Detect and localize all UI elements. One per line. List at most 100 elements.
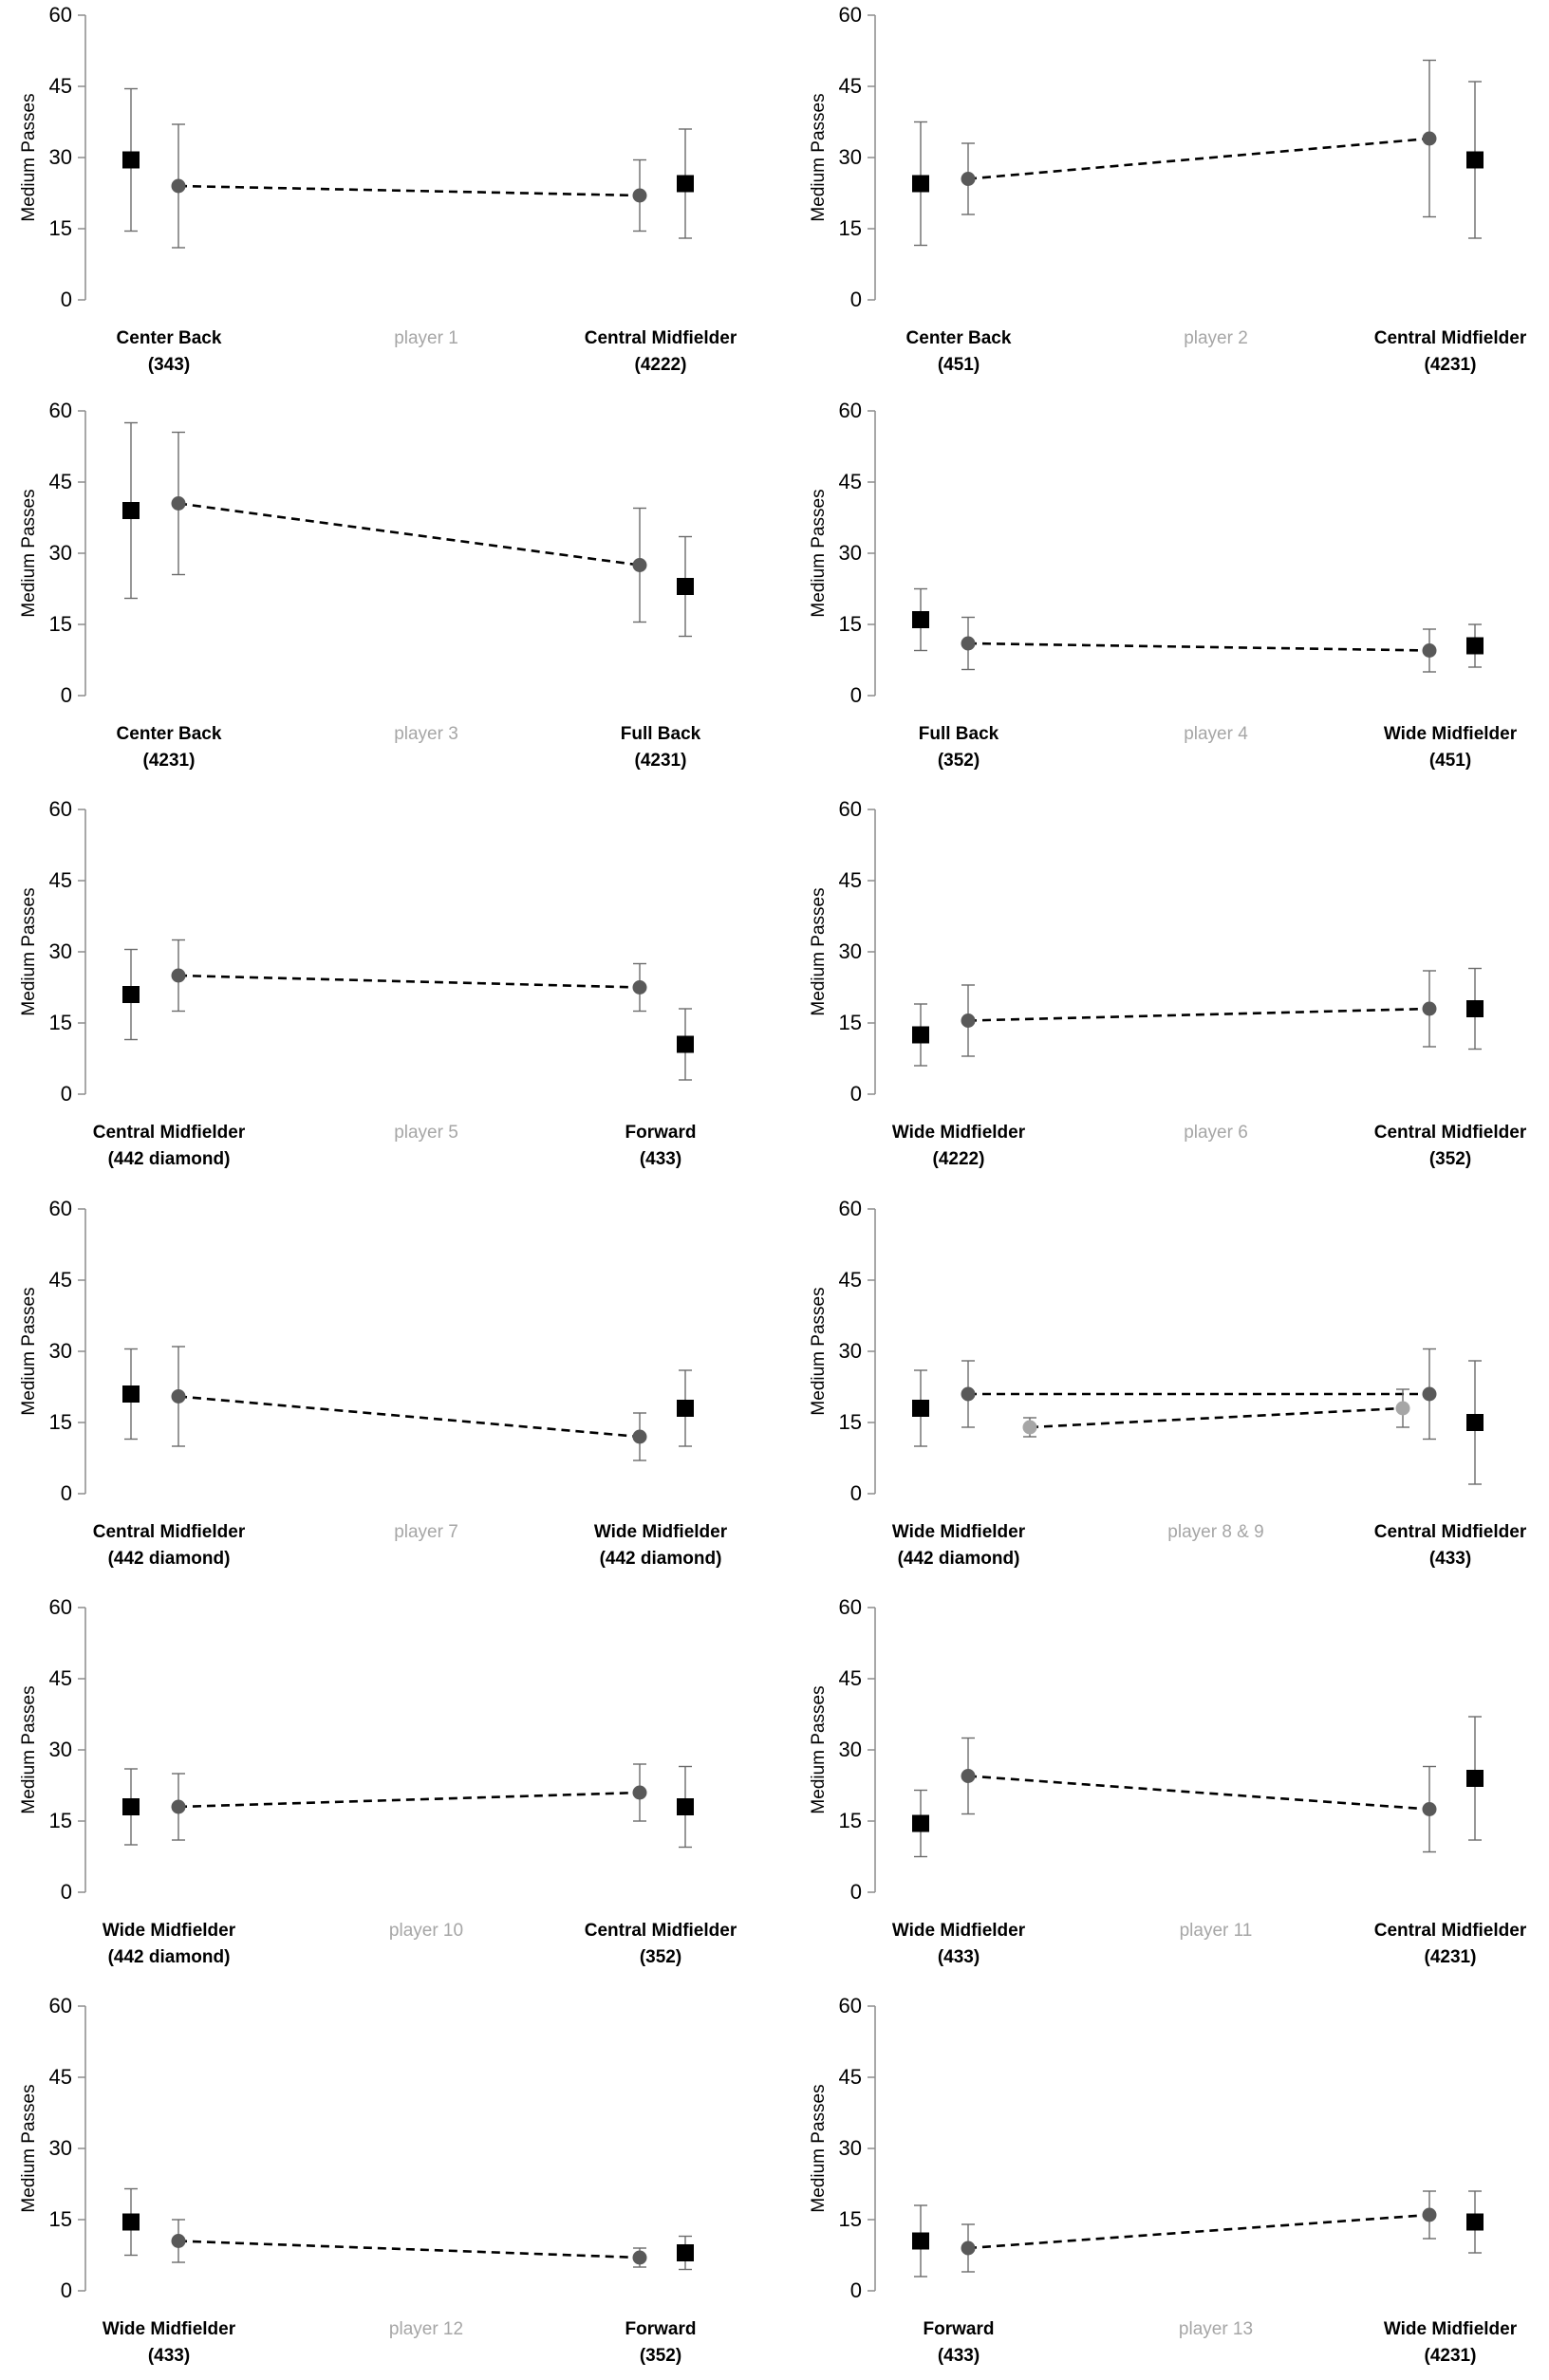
data-point-circle	[961, 636, 976, 651]
data-point-square	[122, 1385, 140, 1403]
data-point-square	[912, 1400, 929, 1417]
y-tick-label: 60	[839, 3, 862, 27]
player-label: player 6	[1184, 1123, 1248, 1143]
right_label-line2: (352)	[1429, 1149, 1471, 1169]
data-point-square	[677, 1035, 694, 1053]
data-point-circle	[1022, 1420, 1037, 1435]
y-tick-label: 0	[61, 1880, 72, 1904]
data-point-circle	[632, 188, 647, 203]
right_label-line2: (4231)	[635, 751, 687, 771]
data-point-square	[912, 2232, 929, 2250]
y-tick-label: 30	[839, 145, 862, 169]
data-point-circle	[171, 496, 186, 511]
player-label: player 2	[1184, 328, 1248, 348]
y-tick-label: 30	[49, 145, 72, 169]
panel-9: 0 15 30 45 60 Medium Passes Wide Midfielder (44…	[19, 1595, 737, 1967]
right_label-line1: Central Midfielder	[1374, 1522, 1527, 1542]
left_label-line1: Wide Midfielder	[892, 1921, 1026, 1941]
data-point-square	[1466, 1770, 1484, 1787]
data-point-circle	[632, 1785, 647, 1800]
panel-4: 0 15 30 45 60 Medium Passes Full Back (352) Wide…	[809, 399, 1518, 771]
y-tick-label: 0	[61, 1082, 72, 1106]
series-line-3	[1029, 1406, 1404, 1429]
player-label: player 4	[1184, 724, 1248, 744]
data-point-circle	[961, 1386, 976, 1402]
y-tick-label: 30	[49, 541, 72, 565]
player-label: player 3	[394, 724, 458, 744]
data-point-square	[912, 611, 929, 628]
y-axis-label: Medium Passes	[19, 1287, 39, 1415]
data-point-circle	[632, 1429, 647, 1444]
right_label-line1: Forward	[625, 1123, 697, 1143]
right_label-line2: (352)	[640, 1947, 681, 1967]
player-label: player 12	[389, 2319, 463, 2339]
left_label-line1: Wide Midfielder	[103, 2319, 236, 2339]
data-point-circle	[171, 1389, 186, 1404]
right_label-line1: Central Midfielder	[1374, 1921, 1527, 1941]
y-axis-label: Medium Passes	[19, 1685, 39, 1813]
series-line-2	[177, 502, 641, 567]
right_label-line2: (352)	[640, 2346, 681, 2366]
left_label-line1: Wide Midfielder	[103, 1921, 236, 1941]
y-tick-label: 0	[850, 288, 862, 311]
y-tick-label: 30	[49, 939, 72, 963]
right_label-line2: (4231)	[1425, 2346, 1477, 2366]
y-tick-label: 15	[49, 612, 72, 636]
left_label-line1: Forward	[924, 2319, 995, 2339]
series-line-2	[967, 2213, 1430, 2250]
data-point-circle	[1422, 1802, 1437, 1816]
y-tick-label: 30	[49, 1738, 72, 1761]
left_label-line1: Center Back	[117, 724, 222, 744]
right_label-line2: (4231)	[1425, 355, 1477, 375]
y-axis-label: Medium Passes	[809, 1287, 829, 1415]
y-tick-label: 45	[839, 74, 862, 98]
data-point-square	[912, 175, 929, 193]
y-tick-label: 45	[839, 470, 862, 493]
y-tick-label: 0	[850, 1082, 862, 1106]
left_label-line2: (4231)	[143, 751, 196, 771]
data-point-square	[1466, 151, 1484, 169]
y-tick-label: 15	[49, 2207, 72, 2231]
right_label-line1: Central Midfielder	[585, 1921, 737, 1941]
player-label: player 10	[389, 1921, 463, 1941]
left_label-line1: Wide Midfielder	[892, 1123, 1026, 1143]
right_label-line2: (4231)	[1425, 1947, 1477, 1967]
panel-7: 0 15 30 45 60 Medium Passes Central Midfielder…	[19, 1197, 728, 1569]
data-point-square	[122, 986, 140, 1003]
y-axis-label: Medium Passes	[809, 1685, 829, 1813]
panel-12: 0 15 30 45 60 Medium Passes Forward (433) Wide M…	[809, 1994, 1518, 2366]
right_label-line1: Wide Midfielder	[594, 1522, 728, 1542]
series-line-2	[967, 1775, 1430, 1811]
data-point-square	[122, 1798, 140, 1815]
y-tick-label: 45	[839, 1268, 862, 1292]
y-tick-label: 30	[839, 939, 862, 963]
right_label-line2: (451)	[1429, 751, 1471, 771]
data-point-circle	[1422, 131, 1437, 146]
y-tick-label: 15	[839, 1410, 862, 1434]
data-point-circle	[961, 1769, 976, 1783]
series-line-2	[177, 2240, 641, 2259]
right_label-line2: (433)	[1429, 1549, 1471, 1569]
left_label-line2: (442 diamond)	[898, 1549, 1020, 1569]
right_label-line1: Wide Midfielder	[1384, 2319, 1518, 2339]
y-tick-label: 45	[49, 470, 72, 493]
left_label-line2: (352)	[938, 751, 980, 771]
y-tick-label: 45	[839, 1666, 862, 1690]
data-point-square	[677, 1400, 694, 1417]
data-point-square	[1466, 1000, 1484, 1017]
y-tick-label: 15	[839, 1809, 862, 1832]
panel-2: 0 15 30 45 60 Medium Passes Center Back (451) Ce…	[809, 3, 1527, 375]
left_label-line1: Full Back	[919, 724, 999, 744]
right_label-line1: Central Midfielder	[585, 328, 737, 348]
y-tick-label: 15	[49, 1809, 72, 1832]
y-tick-label: 30	[839, 1339, 862, 1363]
data-point-square	[677, 175, 694, 193]
panel-8: 0 15 30 45 60 Medium Passes Wide Midfielder (44…	[809, 1197, 1527, 1569]
y-axis-label: Medium Passes	[809, 489, 829, 617]
y-tick-label: 60	[49, 1994, 72, 2017]
y-axis-label: Medium Passes	[19, 93, 39, 221]
data-point-square	[912, 1814, 929, 1832]
data-point-circle	[1422, 1001, 1437, 1016]
data-point-square	[122, 2213, 140, 2231]
data-point-circle	[632, 558, 647, 572]
